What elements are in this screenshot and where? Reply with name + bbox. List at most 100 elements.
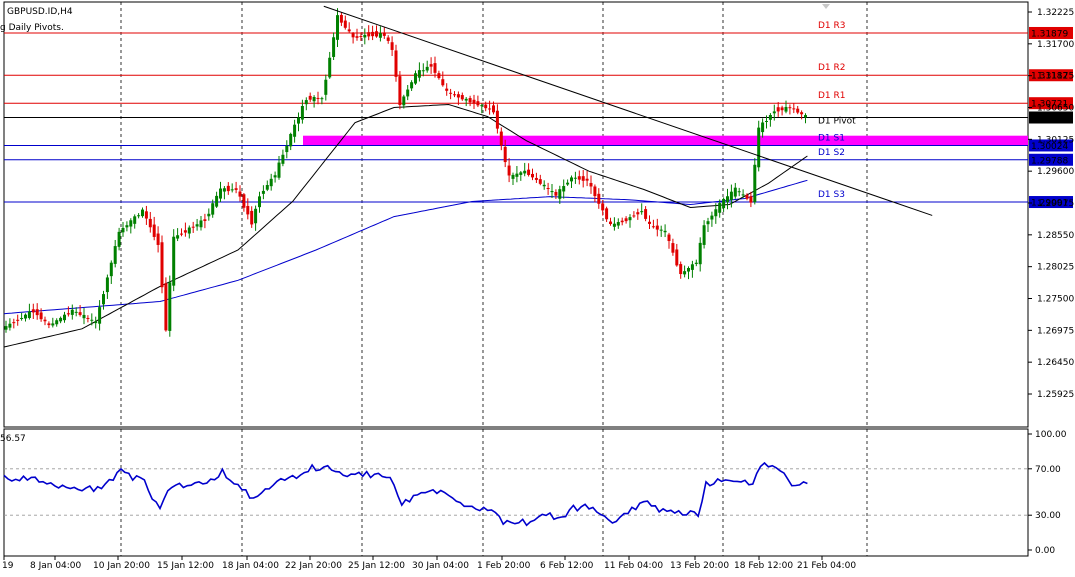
candle-body [605, 208, 609, 220]
candle-body [304, 100, 308, 105]
pivot-price-label: 1.29788 [1031, 156, 1068, 166]
candle-body [445, 88, 449, 91]
candle-body [726, 196, 729, 203]
candle-body [554, 191, 558, 196]
candle-body [160, 242, 164, 288]
candle-body [4, 326, 8, 330]
candle-body [59, 317, 63, 322]
price-tick-label: 1.26975 [1037, 326, 1074, 336]
oscillator-value: 56.57 [0, 434, 26, 444]
candle-body [398, 76, 402, 105]
candle-body [655, 225, 659, 230]
candle-body [343, 20, 347, 28]
candle-body [347, 29, 351, 32]
chart-shift-marker-icon[interactable] [822, 4, 830, 9]
candle-body [51, 323, 55, 326]
candle-body [749, 196, 753, 203]
candle-body [176, 235, 180, 239]
candle-body [12, 322, 16, 324]
sub-tick-label: 100.00 [1035, 430, 1067, 440]
subwindow-axis: 100.00 70.00 30.00 0.00 [1028, 430, 1067, 556]
indicator-title: g Daily Pivots. [0, 23, 64, 33]
candle-body [710, 215, 714, 220]
time-tick-label: 18 Jan 04:00 [222, 561, 279, 571]
candle-body [784, 106, 788, 112]
candle-body [612, 223, 616, 227]
candle-body [133, 216, 137, 224]
candle-body [300, 106, 304, 120]
candle-body [281, 154, 285, 164]
pivot-price-label: 1.30024 [1031, 142, 1068, 152]
support-zone-band [303, 135, 1028, 146]
candle-body [246, 205, 250, 215]
candle-body [316, 97, 320, 99]
candle-body [492, 105, 495, 113]
candle-body [683, 271, 687, 275]
candle-body [320, 98, 324, 100]
candle-body [780, 107, 784, 111]
candle-body [675, 249, 679, 266]
candlesticks [4, 8, 807, 337]
candle-body [78, 312, 82, 315]
trendline[interactable] [323, 5, 933, 216]
candle-body [66, 313, 70, 315]
time-tick-label: 15 Jan 12:00 [157, 561, 214, 571]
candle-body [203, 219, 207, 222]
time-tick-label: 10 Jan 20:00 [93, 561, 150, 571]
candle-body [768, 114, 772, 120]
time-tick-label: 1 Feb 20:00 [477, 561, 531, 571]
candle-body [390, 42, 394, 50]
candle-body [476, 101, 480, 106]
pivot-price-tag [1029, 153, 1073, 166]
candle-body [765, 120, 768, 122]
candle-body [792, 108, 796, 110]
pivot-level-name: D1 Pivot [818, 117, 856, 127]
candle-body [628, 217, 632, 221]
candle-body [651, 226, 655, 228]
candle-body [644, 209, 648, 219]
candle-body [230, 189, 234, 191]
candle-body [297, 117, 300, 124]
candle-body [804, 115, 807, 118]
candle-body [414, 73, 417, 84]
pivot-level-name: D1 S1 [818, 133, 845, 143]
price-tick-label: 1.31175 [1037, 72, 1074, 82]
sub-tick-label: 70.00 [1035, 465, 1061, 475]
candle-body [113, 246, 117, 264]
candle-body [8, 323, 12, 328]
pivot-zone [303, 135, 1028, 146]
candle-body [632, 215, 636, 217]
candle-body [386, 37, 390, 41]
candle-body [70, 309, 74, 315]
time-tick-label: 6 Feb 12:00 [540, 561, 594, 571]
candle-body [86, 317, 90, 319]
price-axis: 1.32225 1.31700 1.31175 1.30650 1.30125 1.296… [1028, 8, 1074, 400]
candle-body [226, 185, 230, 192]
candle-body [98, 307, 102, 324]
pivot-price-label: 1.30485 [1031, 114, 1068, 124]
pivot-price-tag [1029, 196, 1073, 209]
candle-body [714, 209, 718, 217]
indicator-subwindow-frame [3, 428, 1029, 557]
candle-body [421, 70, 425, 72]
candle-body [796, 108, 800, 113]
time-tick-label: 19 [2, 561, 14, 571]
ma-fast-line [3, 103, 808, 348]
candle-body [121, 228, 125, 233]
pivot-price-label: 1.29091 [1031, 199, 1068, 209]
candle-body [624, 218, 628, 222]
candle-body [597, 193, 601, 204]
candle-body [187, 227, 191, 234]
candle-body [109, 262, 113, 277]
candle-body [183, 230, 187, 233]
candle-body [694, 262, 698, 264]
trendline-group[interactable] [323, 5, 933, 216]
candle-body [277, 162, 281, 178]
candle-body [788, 107, 792, 109]
grid-lines [120, 2, 868, 556]
candle-body [367, 32, 371, 37]
candle-body [371, 31, 375, 37]
candle-body [581, 176, 585, 181]
